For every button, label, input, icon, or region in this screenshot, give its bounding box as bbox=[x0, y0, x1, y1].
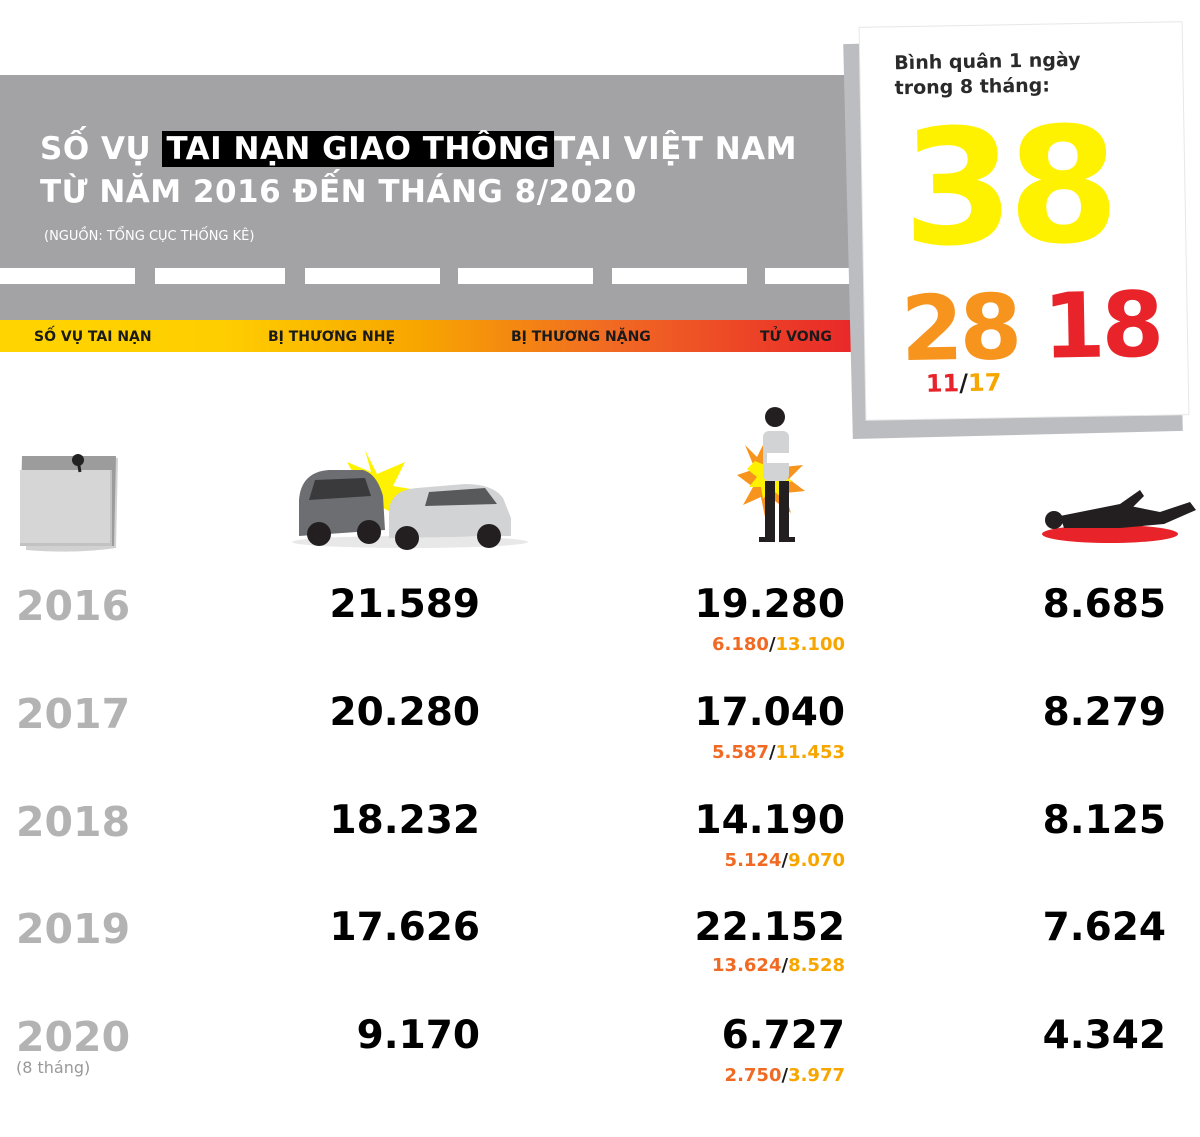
row-year: 2020 bbox=[16, 1013, 131, 1061]
car-crash-icon bbox=[292, 450, 528, 550]
row-serious: 13.624 bbox=[712, 955, 782, 976]
title-pre: SỐ VỤ bbox=[40, 131, 152, 167]
row-injury-split: 13.624/8.528 bbox=[712, 955, 845, 976]
daily-average-card: Bình quân 1 ngày trong 8 tháng: 38 28 18… bbox=[859, 22, 1189, 420]
row-injured: 19.280 bbox=[694, 582, 846, 627]
injured-person-icon bbox=[737, 407, 805, 542]
row-accidents: 20.280 bbox=[329, 690, 481, 735]
row-injury-split: 5.124/9.070 bbox=[725, 850, 845, 871]
row-year: 2019 bbox=[16, 905, 131, 953]
legend-accidents: SỐ VỤ TAI NẠN bbox=[34, 329, 152, 345]
fatality-icon bbox=[1042, 490, 1196, 543]
row-slash: / bbox=[768, 742, 776, 763]
row-deaths: 4.342 bbox=[1042, 1013, 1166, 1058]
calendar-icon bbox=[20, 454, 118, 552]
row-serious: 2.750 bbox=[724, 1065, 782, 1086]
row-slash: / bbox=[768, 634, 776, 655]
lane-marking bbox=[612, 268, 747, 284]
daily-injuries: 28 bbox=[899, 275, 1020, 383]
lane-marking bbox=[155, 268, 285, 284]
source-note: (NGUỒN: TỔNG CỤC THỐNG KÊ) bbox=[44, 229, 255, 244]
row-injured: 6.727 bbox=[721, 1013, 845, 1058]
lane-marking bbox=[765, 268, 870, 284]
title-highlight: TAI NẠN GIAO THÔNG bbox=[162, 131, 555, 167]
row-year: 2018 bbox=[16, 798, 131, 846]
row-accidents: 17.626 bbox=[329, 905, 481, 950]
daily-label-line1: Bình quân 1 ngày bbox=[894, 48, 1081, 75]
title-line2: TỪ NĂM 2016 ĐẾN THÁNG 8/2020 bbox=[40, 174, 637, 210]
legend-serious-injury: BỊ THƯƠNG NẶNG bbox=[511, 329, 651, 345]
row-injury-split: 5.587/11.453 bbox=[712, 742, 845, 763]
row-deaths: 8.279 bbox=[1042, 690, 1166, 735]
row-year: 2016 bbox=[16, 582, 131, 630]
row-slash: / bbox=[781, 850, 789, 871]
row-accidents: 21.589 bbox=[329, 582, 481, 627]
lane-marking bbox=[458, 268, 593, 284]
row-serious: 6.180 bbox=[712, 634, 769, 655]
row-accidents: 9.170 bbox=[356, 1013, 480, 1058]
daily-minor: 17 bbox=[967, 368, 1002, 398]
row-minor: 9.070 bbox=[788, 850, 845, 871]
row-minor: 13.100 bbox=[775, 634, 845, 655]
lane-marking bbox=[305, 268, 440, 284]
daily-injury-split: 11/17 bbox=[926, 368, 1002, 397]
row-minor: 11.453 bbox=[775, 742, 845, 763]
row-injured: 22.152 bbox=[694, 905, 846, 950]
row-serious: 5.587 bbox=[712, 742, 769, 763]
row-deaths: 8.125 bbox=[1042, 798, 1166, 843]
row-minor: 8.528 bbox=[788, 955, 845, 976]
year-note: (8 tháng) bbox=[16, 1058, 91, 1077]
daily-serious: 11 bbox=[925, 369, 960, 398]
row-deaths: 7.624 bbox=[1042, 905, 1166, 950]
lane-marking bbox=[0, 268, 135, 284]
row-minor: 3.977 bbox=[788, 1065, 845, 1086]
title-post: TẠI VIỆT NAM bbox=[554, 131, 798, 167]
daily-accidents: 38 bbox=[900, 91, 1115, 283]
legend-minor-injury: BỊ THƯƠNG NHẸ bbox=[268, 329, 396, 345]
row-injured: 14.190 bbox=[694, 798, 846, 843]
row-serious: 5.124 bbox=[724, 850, 782, 871]
row-slash: / bbox=[781, 955, 789, 976]
row-deaths: 8.685 bbox=[1042, 582, 1166, 627]
page-title: SỐ VỤ TAI NẠN GIAO THÔNG TẠI VIỆT NAM TỪ … bbox=[40, 128, 797, 214]
row-accidents: 18.232 bbox=[329, 798, 481, 843]
row-injured: 17.040 bbox=[694, 690, 846, 735]
row-injury-split: 6.180/13.100 bbox=[712, 634, 845, 655]
daily-deaths: 18 bbox=[1041, 272, 1162, 380]
legend-deaths: TỬ VONG bbox=[760, 329, 832, 345]
row-injury-split: 2.750/3.977 bbox=[725, 1065, 845, 1086]
row-slash: / bbox=[781, 1065, 789, 1086]
row-year: 2017 bbox=[16, 690, 131, 738]
legend-bar: SỐ VỤ TAI NẠN BỊ THƯƠNG NHẸ BỊ THƯƠNG NẶ… bbox=[0, 320, 870, 352]
